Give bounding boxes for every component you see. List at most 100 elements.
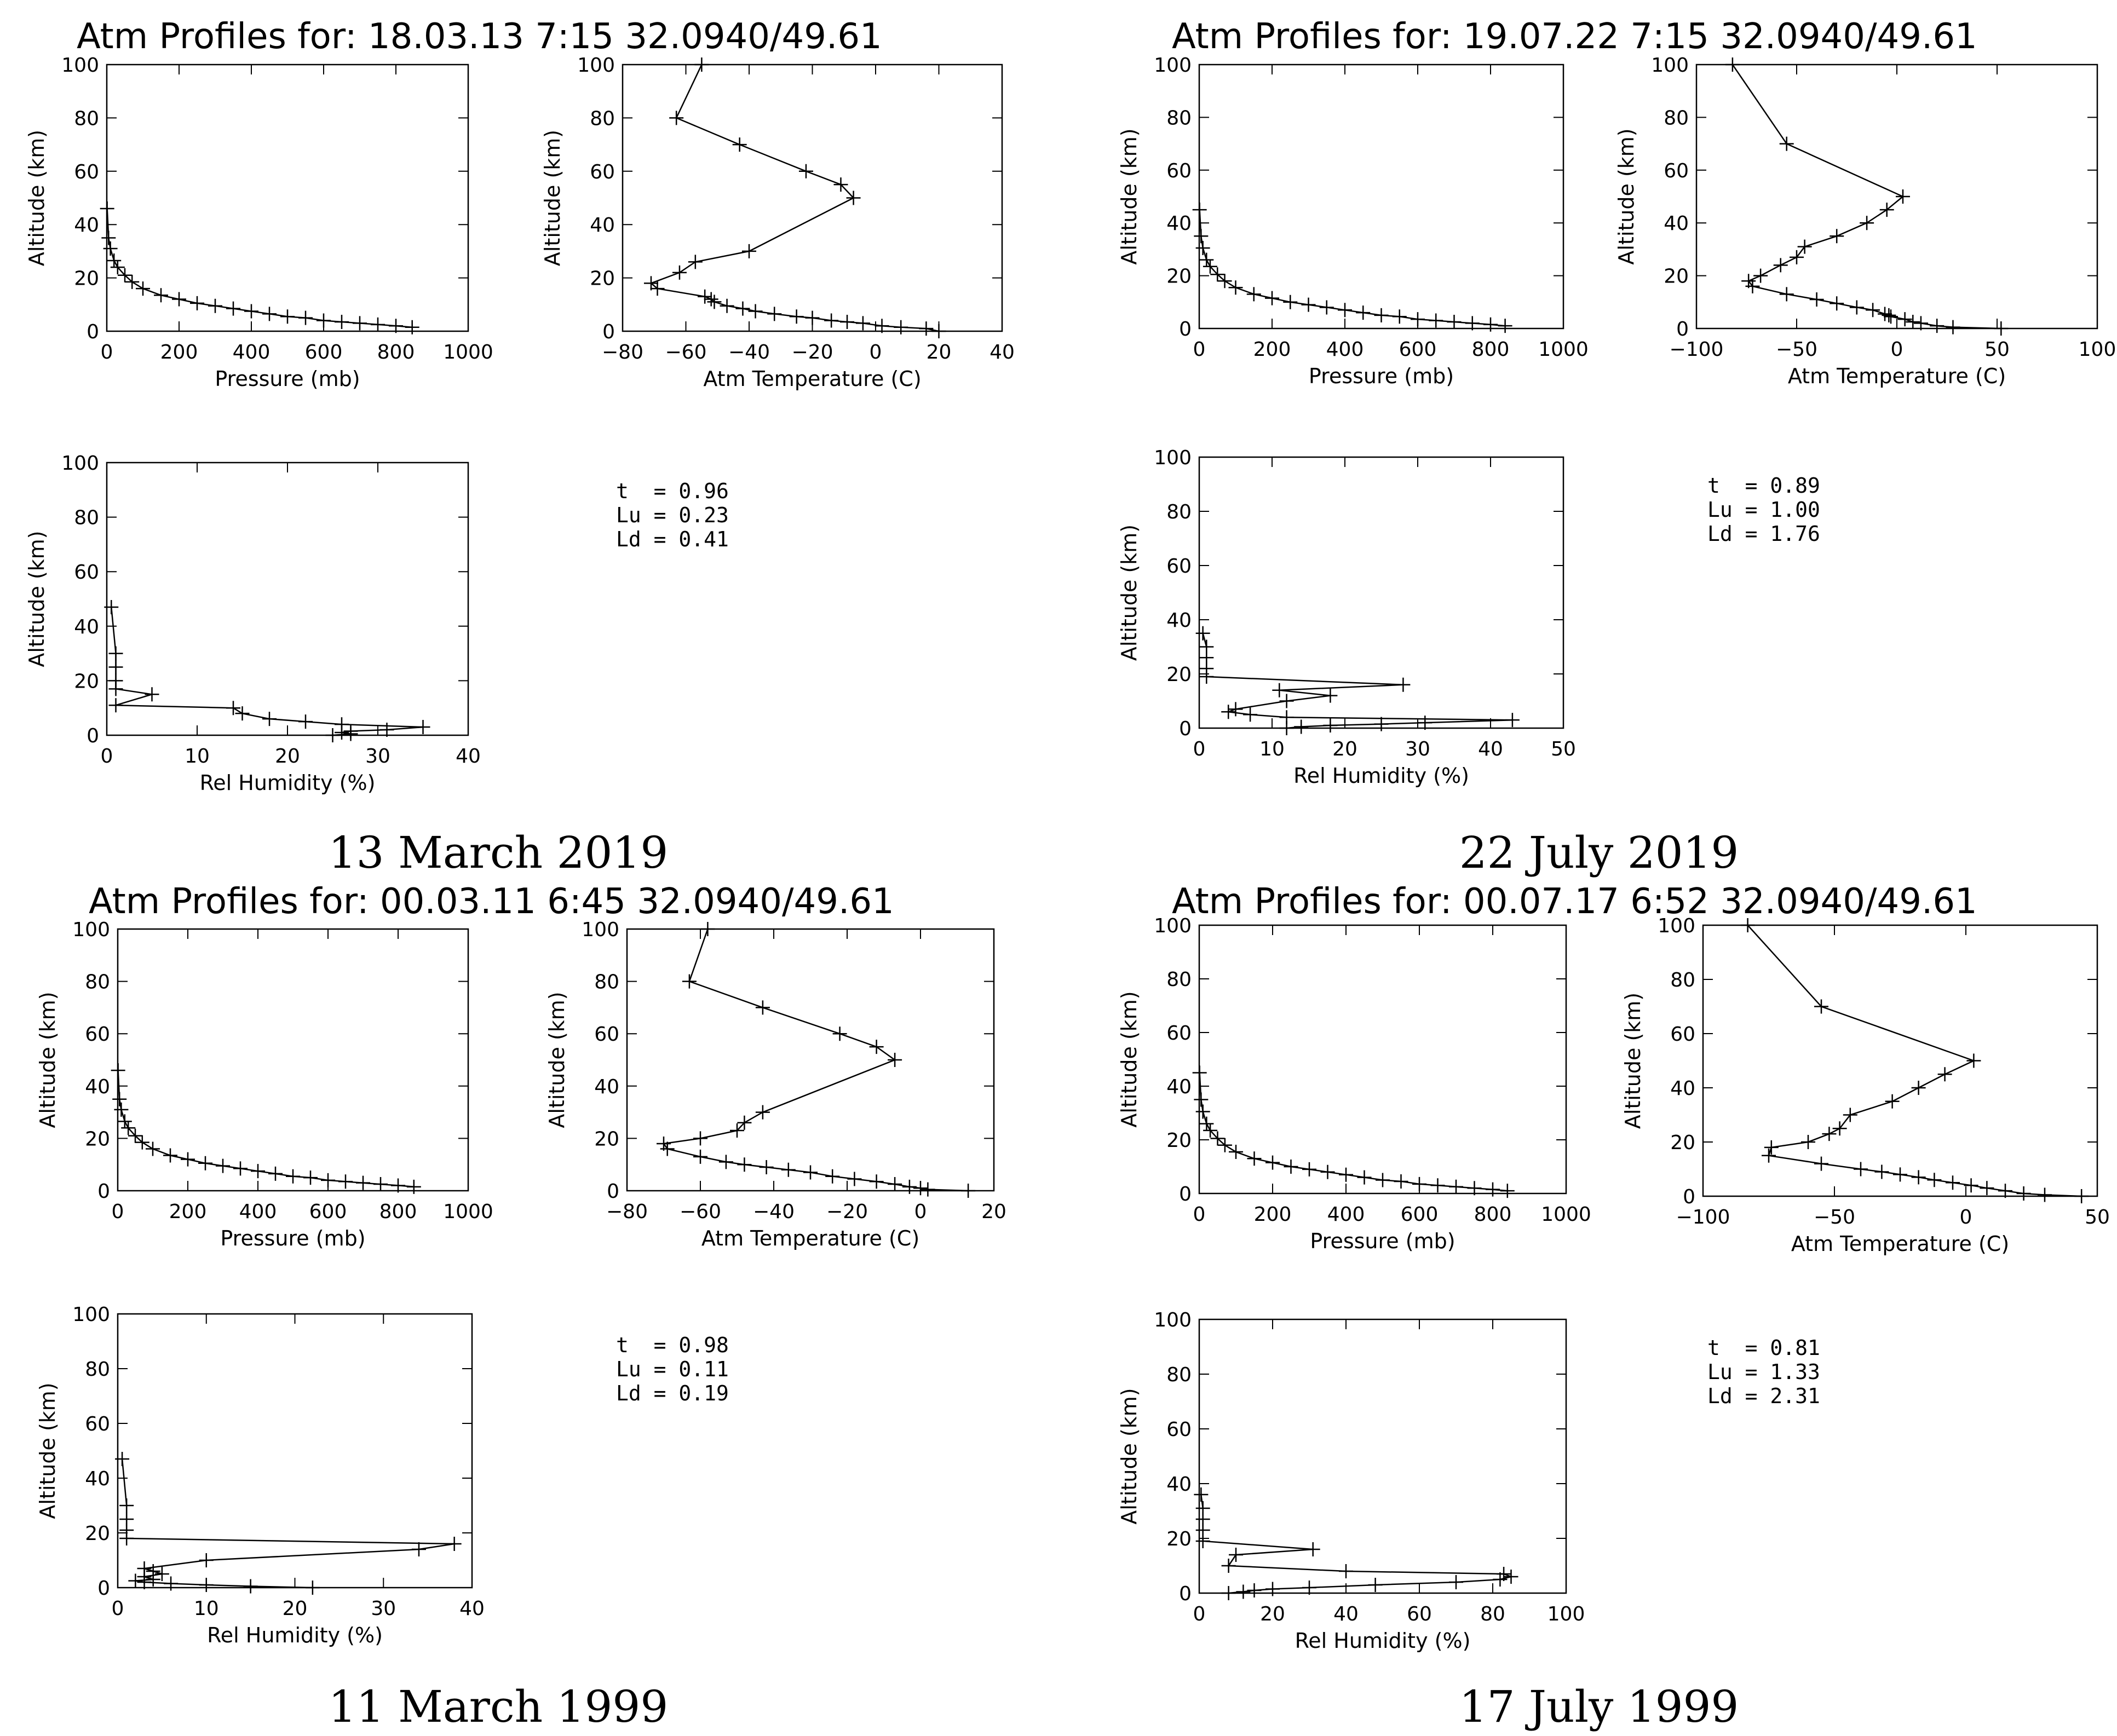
p2-temperature-data-point	[1879, 203, 1894, 217]
p1-pressure-data-point	[107, 253, 122, 268]
p4-temperature-y-tick-label: 0	[1683, 1186, 1695, 1208]
p2-humidity-frame	[1198, 456, 1564, 729]
p2-temperature-x-tick-label: −100	[1670, 338, 1724, 361]
p1-pressure-data-point	[103, 241, 118, 256]
p4-humidity-data-point	[1194, 1487, 1209, 1502]
p2-humidity-data-point	[1228, 702, 1243, 717]
p2-humidity-data-point	[1279, 694, 1294, 708]
p4-humidity-data-point	[1265, 1582, 1280, 1596]
p2-pressure-data-point	[1192, 203, 1207, 217]
p2-temperature-data-point	[1860, 216, 1874, 230]
profile-panel-4: Atm Profiles for: 00.07.17 6:52 32.0940/…	[1117, 881, 2110, 1732]
p3-pressure-series-line	[117, 1070, 414, 1188]
p2-temperature-data-point	[1830, 229, 1844, 244]
p3-temperature-ylabel: Altitude (km)	[545, 991, 569, 1128]
p1-pressure-data-point	[335, 314, 349, 329]
p4-humidity-data-point	[1493, 1572, 1508, 1587]
p1-pressure-data-point	[190, 296, 204, 310]
p1-humidity-y-tick-label: 80	[74, 507, 99, 529]
p2-pressure-y-tick-label: 0	[1179, 318, 1192, 341]
p2-pressure-data-point	[1203, 259, 1217, 274]
p4-humidity-data-point	[1339, 1564, 1353, 1578]
p3-temperature-data-point	[700, 922, 715, 936]
p4-temperature-data-point	[1874, 1164, 1889, 1179]
p4-temperature-x-tick-label: −100	[1676, 1206, 1730, 1229]
p2-humidity-data-point	[1323, 688, 1338, 703]
p2-temperature-data-point	[1773, 258, 1788, 273]
p3-pressure-data-point	[146, 1141, 160, 1156]
p1-humidity-y-tick-label: 100	[61, 452, 99, 475]
p3-temperature-x-tick-label: −20	[826, 1201, 868, 1223]
p3-temperature-data-point	[832, 1026, 847, 1041]
p4-pressure-ylabel: Altitude (km)	[1117, 991, 1141, 1127]
p4-temperature-x-tick-label: −50	[1814, 1206, 1855, 1229]
p4-temperature-y-tick-label: 80	[1670, 969, 1695, 991]
p4-temperature-data-point	[1946, 1175, 1960, 1190]
profile-panel-3: Atm Profiles for: 00.03.11 6:45 32.0940/…	[36, 881, 1006, 1732]
p2-temperature-x-tick-label: −50	[1776, 338, 1817, 361]
p3-pressure-data-point	[251, 1164, 265, 1179]
p3-humidity-ylabel: Altitude (km)	[36, 1382, 60, 1519]
p3-pressure-data-point	[286, 1169, 300, 1184]
p2-temperature-data-point	[1866, 303, 1880, 318]
p2-temperature-data-point	[1994, 321, 2009, 336]
p4-humidity-x-tick-label: 100	[1548, 1603, 1585, 1625]
panel-3-stat-lu: Lu = 0.11	[616, 1357, 729, 1381]
p3-temperature-x-tick-label: −60	[680, 1201, 721, 1223]
p3-pressure-data-point	[321, 1173, 335, 1187]
p3-pressure-data-point	[268, 1166, 283, 1181]
p4-temperature-y-tick-label: 20	[1670, 1132, 1695, 1154]
p1-temperature-data-point	[694, 57, 709, 72]
p4-temperature-xlabel: Atm Temperature (C)	[1791, 1232, 2009, 1256]
panel-1-stat-t: t = 0.96	[616, 479, 729, 503]
p1-humidity-x-tick-label: 0	[101, 745, 113, 768]
p4-pressure-data-point	[1302, 1162, 1316, 1176]
p1-pressure-data-point	[136, 281, 150, 296]
p1-humidity-y-tick-label: 60	[74, 561, 99, 584]
p2-temperature-data-point	[1779, 136, 1794, 151]
p2-pressure-x-tick-label: 200	[1253, 338, 1291, 361]
p1-temperature-data-point	[735, 301, 750, 316]
p4-temperature-data-point	[1822, 1127, 1837, 1141]
p3-temperature-data-point	[682, 974, 697, 989]
p4-temperature-ylabel: Altitude (km)	[1621, 993, 1645, 1129]
p1-humidity-data-point	[343, 724, 358, 739]
p3-temperature-data-point	[921, 1182, 935, 1197]
p2-temperature-y-tick-label: 40	[1664, 212, 1689, 235]
p3-temperature-data-point	[869, 1174, 884, 1189]
p2-pressure-series-line	[1199, 210, 1505, 327]
p1-humidity-data-point	[298, 714, 313, 729]
p2-pressure-data-point	[1283, 295, 1298, 309]
p2-humidity-y-tick-label: 100	[1154, 447, 1192, 469]
p1-humidity-data-point	[108, 660, 123, 674]
p1-humidity-data-point	[226, 701, 240, 716]
panel-3-title: Atm Profiles for: 00.03.11 6:45 32.0940/…	[89, 881, 894, 922]
p4-pressure-data-point	[1217, 1138, 1232, 1152]
p1-temperature-data-point	[855, 316, 870, 331]
panel-2-date-caption: 22 July 2019	[1459, 827, 1739, 878]
p1-pressure-ylabel: Altitude (km)	[25, 130, 49, 266]
p2-pressure-x-tick-label: 0	[1193, 338, 1206, 361]
p2-temperature-plot: −100 −50 0 50 100 0 20 40 60 80 100 Atm Temperature…	[1614, 54, 2116, 388]
p1-pressure-frame	[106, 64, 469, 332]
p1-temperature-data-point	[643, 276, 658, 291]
p3-humidity-data-point	[128, 1573, 143, 1588]
p3-temperature-data-point	[755, 1000, 770, 1015]
p2-humidity-xlabel: Rel Humidity (%)	[1293, 764, 1469, 788]
p4-pressure-x-tick-label: 400	[1327, 1203, 1365, 1226]
p3-temperature-x-tick-label: −80	[606, 1201, 648, 1223]
p3-pressure-data-point	[198, 1156, 212, 1170]
p3-pressure-xlabel: Pressure (mb)	[220, 1226, 365, 1250]
p2-pressure-frame	[1198, 64, 1564, 330]
p2-pressure-xlabel: Pressure (mb)	[1309, 364, 1454, 388]
p2-pressure-ylabel: Altitude (km)	[1117, 128, 1141, 264]
p3-temperature-data-point	[847, 1172, 862, 1186]
p2-pressure-data-point	[1301, 297, 1316, 312]
p4-pressure-data-point	[1339, 1167, 1353, 1182]
p1-pressure-y-tick-label: 40	[74, 214, 99, 237]
p4-pressure-x-tick-label: 200	[1254, 1203, 1292, 1226]
p2-humidity-data-point	[1279, 710, 1294, 725]
p3-pressure-data-point	[181, 1152, 195, 1167]
p4-temperature-data-point	[1814, 999, 1828, 1014]
p1-temperature-xlabel: Atm Temperature (C)	[703, 367, 921, 391]
